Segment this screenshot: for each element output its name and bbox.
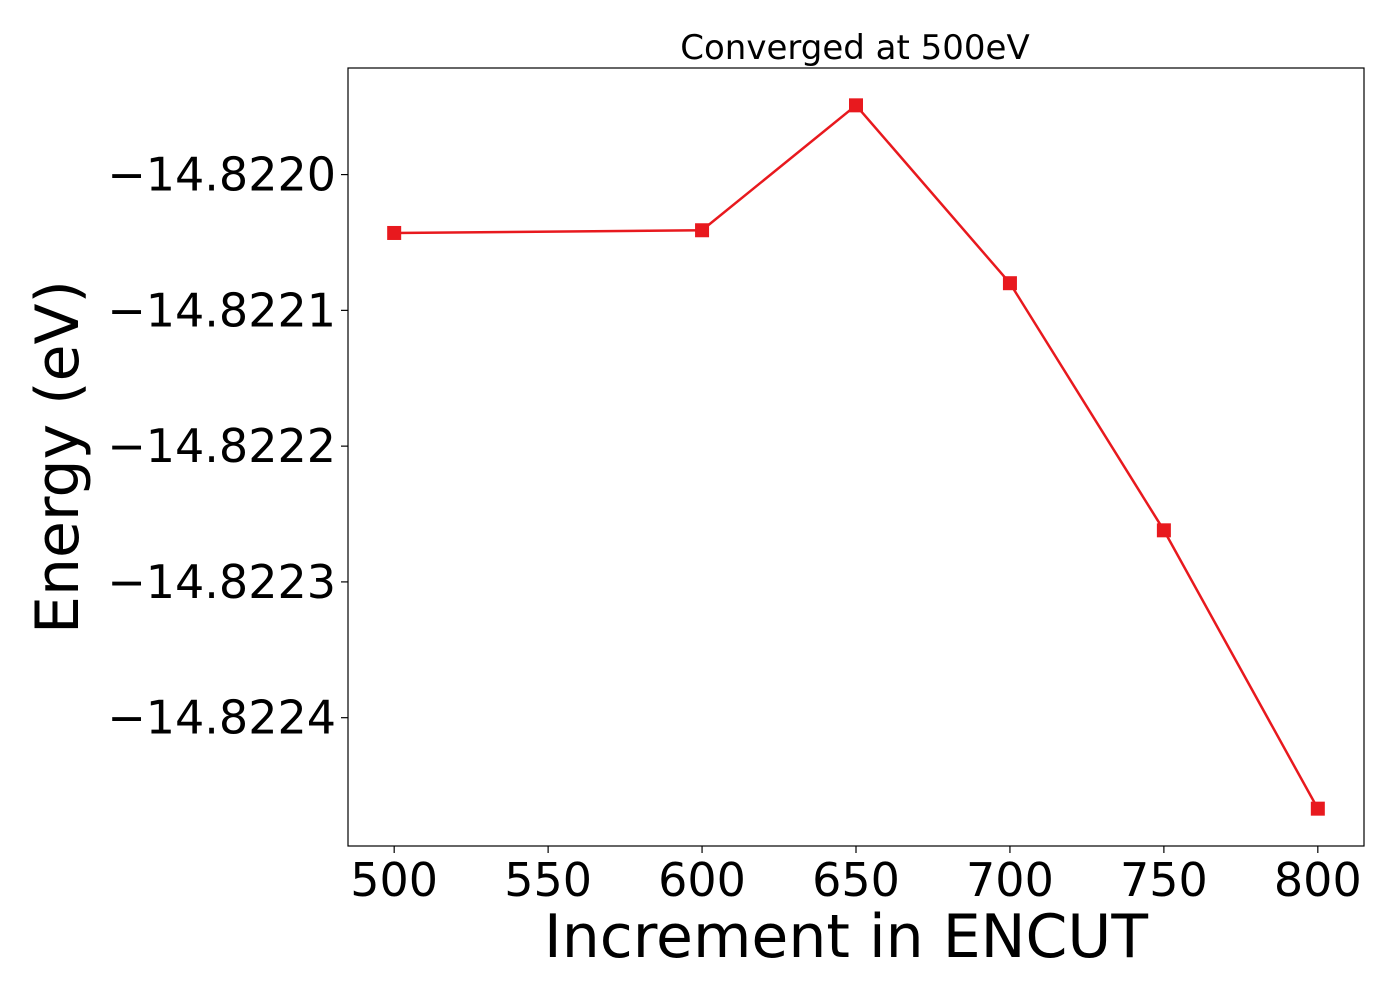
y-tick-label: −14.8220 (107, 148, 336, 202)
x-tick-label: 800 (1274, 853, 1362, 907)
x-tick-label: 650 (812, 853, 900, 907)
x-tick-label: 700 (966, 853, 1054, 907)
x-tick-label: 750 (1120, 853, 1208, 907)
data-point-marker (387, 225, 402, 240)
y-tick-label: −14.8223 (107, 555, 336, 609)
y-axis-label: Energy (eV) (23, 280, 93, 634)
y-tick-label: −14.8224 (107, 691, 336, 745)
data-point-marker (695, 223, 710, 238)
plot-area: 500 550 600 650 700 750 800 −14.8220 −14.8221 −14… (107, 67, 1365, 907)
x-tick-label: 550 (504, 853, 592, 907)
x-axis-label: Increment in ENCUT (544, 902, 1148, 972)
x-tick-label: 600 (658, 853, 746, 907)
plot-frame (347, 67, 1365, 847)
data-point-marker (1310, 801, 1325, 816)
data-point-marker (1156, 523, 1171, 538)
series-line (394, 103, 1319, 810)
chart-title: Converged at 500eV (680, 28, 1029, 68)
y-tick-label: −14.8222 (107, 419, 336, 473)
y-tick-label: −14.8221 (107, 283, 336, 337)
x-tick-label: 500 (350, 853, 438, 907)
data-point-marker (849, 98, 863, 113)
data-point-marker (1002, 276, 1017, 291)
